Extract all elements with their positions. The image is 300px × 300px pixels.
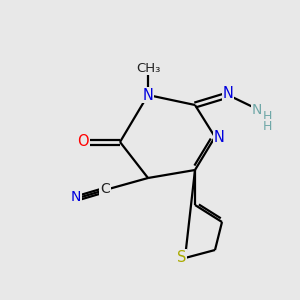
Text: O: O: [77, 134, 89, 149]
Text: N: N: [71, 190, 81, 204]
Text: H: H: [262, 110, 272, 122]
Text: N: N: [223, 85, 233, 100]
Text: S: S: [177, 250, 187, 265]
Text: C: C: [100, 182, 110, 196]
Text: N: N: [142, 88, 153, 103]
Text: N: N: [252, 103, 262, 117]
Text: N: N: [214, 130, 224, 145]
Text: CH₃: CH₃: [136, 61, 160, 74]
Text: H: H: [262, 119, 272, 133]
